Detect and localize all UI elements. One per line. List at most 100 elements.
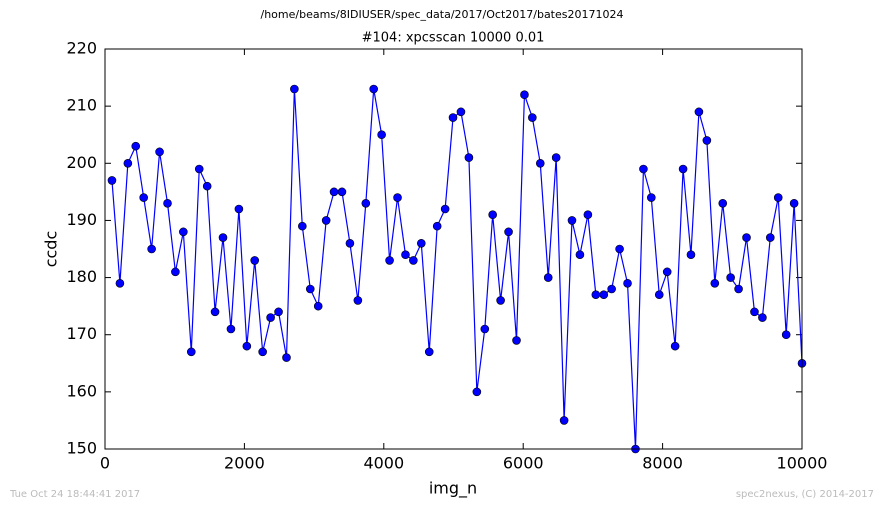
- data-point: [654, 290, 664, 300]
- y-axis-label: ccdc: [42, 231, 61, 268]
- data-point: [686, 250, 696, 260]
- data-point: [290, 84, 299, 94]
- plot-frame: [104, 48, 803, 450]
- data-point: [305, 284, 315, 294]
- data-point: [274, 307, 283, 317]
- data-point: [773, 193, 783, 202]
- data-point: [575, 250, 585, 260]
- footer-credit: spec2nexus, (C) 2014-2017: [736, 489, 874, 500]
- data-point: [718, 198, 728, 208]
- data-point: [194, 164, 204, 174]
- data-point: [440, 204, 450, 214]
- y-tick-label: 220: [66, 39, 97, 58]
- data-point: [607, 284, 616, 294]
- data-point: [726, 273, 735, 282]
- data-point: [123, 158, 133, 168]
- data-point: [623, 278, 632, 288]
- data-point: [781, 330, 791, 340]
- data-point: [258, 347, 267, 357]
- data-point: [504, 227, 513, 237]
- x-tick-label: 2000: [224, 454, 265, 473]
- data-point: [329, 187, 339, 197]
- data-point: [591, 290, 601, 300]
- data-point: [186, 347, 196, 357]
- y-tick-label: 150: [66, 439, 97, 458]
- data-point: [107, 176, 117, 185]
- chart-title: #104: xpcsscan 10000 0.01: [362, 31, 545, 46]
- x-tick-label: 8000: [642, 454, 683, 473]
- data-point: [559, 416, 569, 425]
- data-point: [171, 267, 180, 277]
- data-point: [702, 136, 712, 145]
- data-point: [424, 347, 434, 357]
- data-point: [734, 284, 743, 294]
- data-point: [313, 301, 323, 311]
- data-point: [393, 193, 402, 202]
- data-point: [670, 341, 680, 351]
- x-tick-label: 10000: [777, 454, 828, 473]
- data-point: [710, 278, 720, 288]
- data-point: [583, 210, 593, 220]
- data-point: [528, 113, 537, 122]
- data-point: [345, 238, 355, 248]
- data-point: [543, 273, 553, 282]
- data-point: [678, 164, 688, 174]
- data-point: [765, 233, 775, 242]
- data-point: [385, 256, 394, 265]
- data-point: [512, 336, 521, 345]
- suptitle: /home/beams/8IDIUSER/spec_data/2017/Oct2…: [261, 8, 624, 21]
- data-point: [282, 353, 291, 362]
- data-point: [337, 187, 347, 197]
- data-point: [456, 107, 466, 117]
- data-point: [266, 313, 275, 322]
- data-point: [448, 113, 458, 122]
- data-point: [472, 387, 482, 397]
- x-tick-label: 0: [100, 454, 110, 473]
- data-point: [115, 278, 125, 288]
- data-point: [321, 216, 331, 225]
- data-point: [377, 130, 386, 140]
- data-point: [361, 198, 371, 208]
- data-point: [694, 107, 704, 117]
- data-point: [139, 193, 148, 202]
- data-point: [179, 227, 188, 237]
- data-point: [615, 244, 624, 254]
- data-point: [202, 181, 212, 191]
- data-point: [599, 290, 609, 300]
- y-tick-label: 160: [66, 381, 97, 400]
- data-point: [242, 341, 252, 351]
- y-tick-label: 170: [66, 324, 97, 343]
- x-axis-label: img_n: [429, 479, 477, 499]
- data-point: [535, 158, 545, 168]
- data-point: [750, 307, 759, 317]
- data-point: [567, 216, 577, 225]
- data-point: [496, 296, 505, 305]
- data-line: [111, 88, 803, 450]
- y-tick-label: 180: [66, 267, 97, 286]
- data-point: [647, 193, 656, 202]
- data-point: [464, 153, 474, 162]
- data-point: [131, 141, 141, 151]
- data-point: [639, 164, 648, 174]
- data-point: [298, 221, 307, 231]
- data-point: [250, 256, 260, 265]
- data-point: [662, 267, 672, 277]
- data-point: [551, 153, 561, 162]
- data-point: [155, 147, 164, 157]
- data-point: [758, 313, 767, 322]
- y-tick-label: 190: [66, 210, 97, 229]
- data-point: [742, 233, 751, 242]
- data-point: [353, 296, 363, 305]
- data-point: [210, 307, 220, 317]
- data-point: [234, 204, 244, 214]
- data-point: [147, 244, 156, 254]
- y-tick-label: 210: [66, 96, 97, 115]
- data-point: [226, 324, 236, 334]
- data-point: [416, 238, 426, 248]
- data-point: [163, 198, 172, 208]
- data-point: [432, 221, 442, 231]
- data-point: [409, 256, 418, 265]
- footer-date: Tue Oct 24 18:44:41 2017: [9, 489, 140, 500]
